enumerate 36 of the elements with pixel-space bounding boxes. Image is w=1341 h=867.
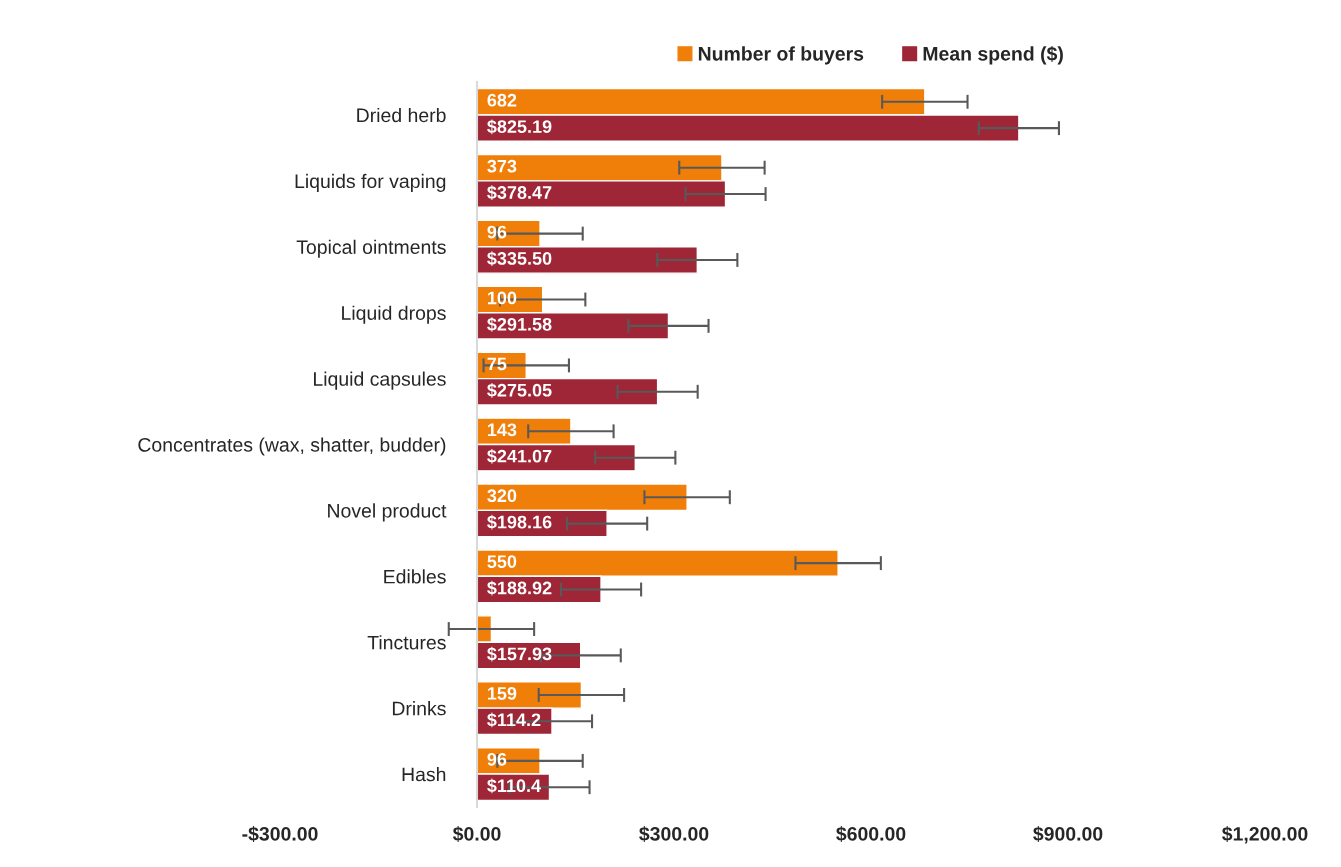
x-tick-label: $0.00 (452, 826, 501, 842)
data-label: $291.58 (487, 317, 552, 332)
x-tick-label: $300.00 (639, 826, 709, 842)
y-tick-label: Edibles (384, 569, 446, 584)
x-tick-label: $900.00 (1033, 826, 1103, 842)
y-tick-label: Liquids for vaping (295, 173, 446, 192)
y-tick-label: Concentrates (wax, shatter, budder) (138, 437, 446, 456)
x-tick-label: -$300.00 (242, 826, 318, 842)
data-label: 143 (487, 423, 517, 437)
data-label: $378.47 (487, 185, 552, 201)
legend-label: Number of buyers (698, 46, 864, 65)
data-label: $825.19 (487, 119, 552, 135)
data-label: $114.2 (487, 712, 541, 728)
data-label: 159 (487, 687, 517, 700)
legend-label: Mean spend ($) (923, 46, 1063, 65)
data-label: 373 (487, 159, 517, 173)
data-label: $241.07 (487, 448, 552, 464)
y-tick-label: Liquid capsules (314, 371, 446, 390)
y-tick-label: Liquid drops (342, 305, 446, 324)
data-label: $188.92 (487, 580, 552, 596)
data-label: $157.93 (487, 646, 552, 662)
y-tick-label: Dried herb (357, 107, 446, 123)
x-tick-label: $600.00 (836, 826, 906, 842)
x-tick-label: $1,200.00 (1222, 826, 1308, 844)
data-label: 682 (487, 93, 517, 107)
data-label: $110.4 (487, 778, 541, 794)
data-label: $335.50 (487, 251, 552, 266)
data-label: $198.16 (487, 514, 552, 530)
data-label: 550 (487, 555, 517, 568)
data-label: $275.05 (487, 383, 552, 398)
y-tick-label: Tinctures (367, 635, 446, 650)
y-tick-label: Drinks (392, 701, 446, 716)
y-tick-label: Topical ointments (296, 239, 446, 258)
y-tick-label: Novel product (328, 503, 447, 522)
y-tick-label: Hash (402, 767, 446, 782)
data-label: 320 (487, 489, 517, 503)
